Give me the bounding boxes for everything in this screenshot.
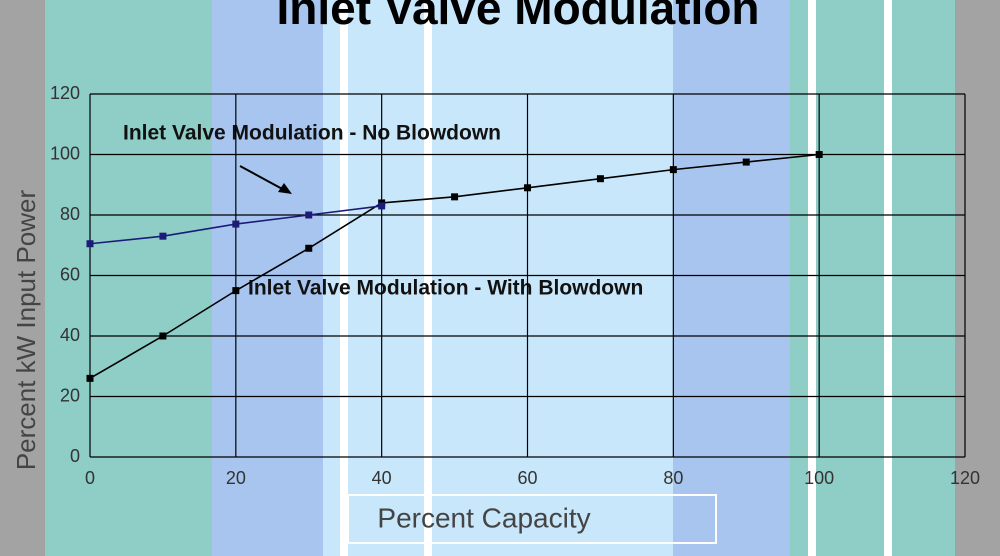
- band: [673, 0, 790, 556]
- stripe: [340, 0, 348, 556]
- x-tick-label: 60: [517, 468, 537, 488]
- point: [524, 184, 531, 192]
- x-axis-label: Percent Capacity: [377, 502, 590, 533]
- point: [742, 158, 750, 166]
- point: [86, 240, 94, 248]
- point: [159, 332, 167, 340]
- stripe: [424, 0, 432, 556]
- point: [815, 151, 823, 158]
- point: [232, 220, 240, 228]
- point: [378, 202, 386, 210]
- point: [596, 175, 604, 183]
- annotation-arrowhead: [278, 183, 292, 194]
- point: [451, 193, 459, 201]
- y-tick-label: 0: [70, 446, 80, 466]
- point: [305, 244, 313, 252]
- x-tick-label: 40: [372, 468, 392, 488]
- x-tick-label: 120: [950, 468, 980, 488]
- y-tick-label: 80: [60, 204, 80, 224]
- y-tick-label: 60: [60, 264, 80, 284]
- x-label-box: [347, 494, 717, 544]
- point: [305, 211, 313, 219]
- y-tick-label: 20: [60, 385, 80, 405]
- y-axis-label: Percent kW Input Power: [11, 189, 41, 470]
- point: [86, 374, 94, 382]
- point: [159, 232, 167, 240]
- band: [45, 0, 212, 556]
- annotation: Inlet Valve Modulation - With Blowdown: [248, 277, 643, 300]
- annotation-arrow: [239, 165, 287, 192]
- y-tick-label: 40: [60, 325, 80, 345]
- point: [669, 166, 677, 174]
- point: [232, 287, 240, 295]
- y-tick-label: 120: [50, 83, 80, 103]
- x-tick-label: 80: [663, 468, 683, 488]
- x-tick-label: 20: [226, 468, 246, 488]
- x-tick-label: 0: [85, 468, 95, 488]
- band: [212, 0, 323, 556]
- band: [790, 0, 955, 556]
- chart-title: Inlet Valve Modulation: [276, 0, 759, 34]
- stripe: [808, 0, 816, 556]
- annotation: Inlet Valve Modulation - No Blowdown: [123, 122, 501, 145]
- y-tick-label: 100: [50, 143, 80, 163]
- stripe: [884, 0, 892, 556]
- x-tick-label: 100: [804, 468, 834, 488]
